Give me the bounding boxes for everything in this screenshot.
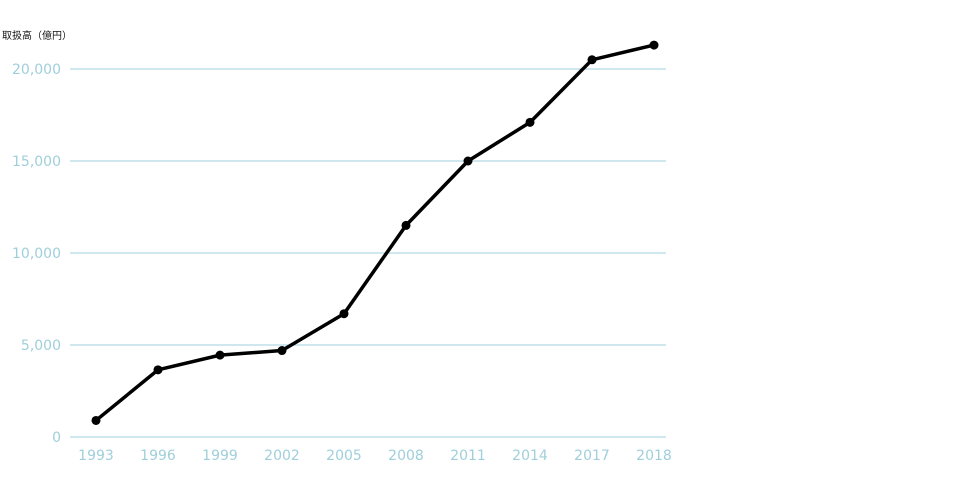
x-tick-label-2008: 2008 (388, 448, 424, 464)
x-tick-label-2011: 2011 (450, 448, 486, 464)
data-point-2002 (277, 346, 287, 356)
x-tick-labels: 1993 1996 1999 2002 2005 2008 2011 2014 2017 2018 (78, 448, 672, 464)
data-point-1996 (153, 365, 163, 375)
y-tick-label-3: 15,000 (12, 154, 61, 170)
y-tick-label-2: 10,000 (12, 246, 61, 262)
x-tick-label-2018: 2018 (636, 448, 672, 464)
x-tick-label-2014: 2014 (512, 448, 548, 464)
y-tick-label-0: 0 (52, 430, 61, 446)
x-tick-label-1996: 1996 (140, 448, 176, 464)
data-point-2018 (649, 40, 659, 50)
data-point-1993 (91, 415, 101, 425)
gridlines (70, 68, 666, 438)
x-tick-label-2005: 2005 (326, 448, 362, 464)
y-axis-label: 取扱高（億円） (2, 29, 72, 42)
data-point-1999 (215, 350, 225, 360)
series-line-0 (94, 43, 656, 423)
data-point-2011 (463, 156, 473, 166)
series (91, 40, 659, 425)
y-tick-label-1: 5,000 (21, 338, 61, 354)
data-point-2005 (339, 309, 349, 319)
data-point-2017 (587, 55, 597, 65)
x-tick-label-2002: 2002 (264, 448, 300, 464)
x-tick-label-2017: 2017 (574, 448, 610, 464)
data-point-2008 (401, 220, 411, 230)
y-tick-label-4: 20,000 (12, 62, 61, 78)
data-point-2014 (525, 117, 535, 127)
x-tick-label-1993: 1993 (78, 448, 114, 464)
x-tick-label-1999: 1999 (202, 448, 238, 464)
y-tick-labels: 0 5,000 10,000 15,000 20,000 (12, 62, 61, 446)
